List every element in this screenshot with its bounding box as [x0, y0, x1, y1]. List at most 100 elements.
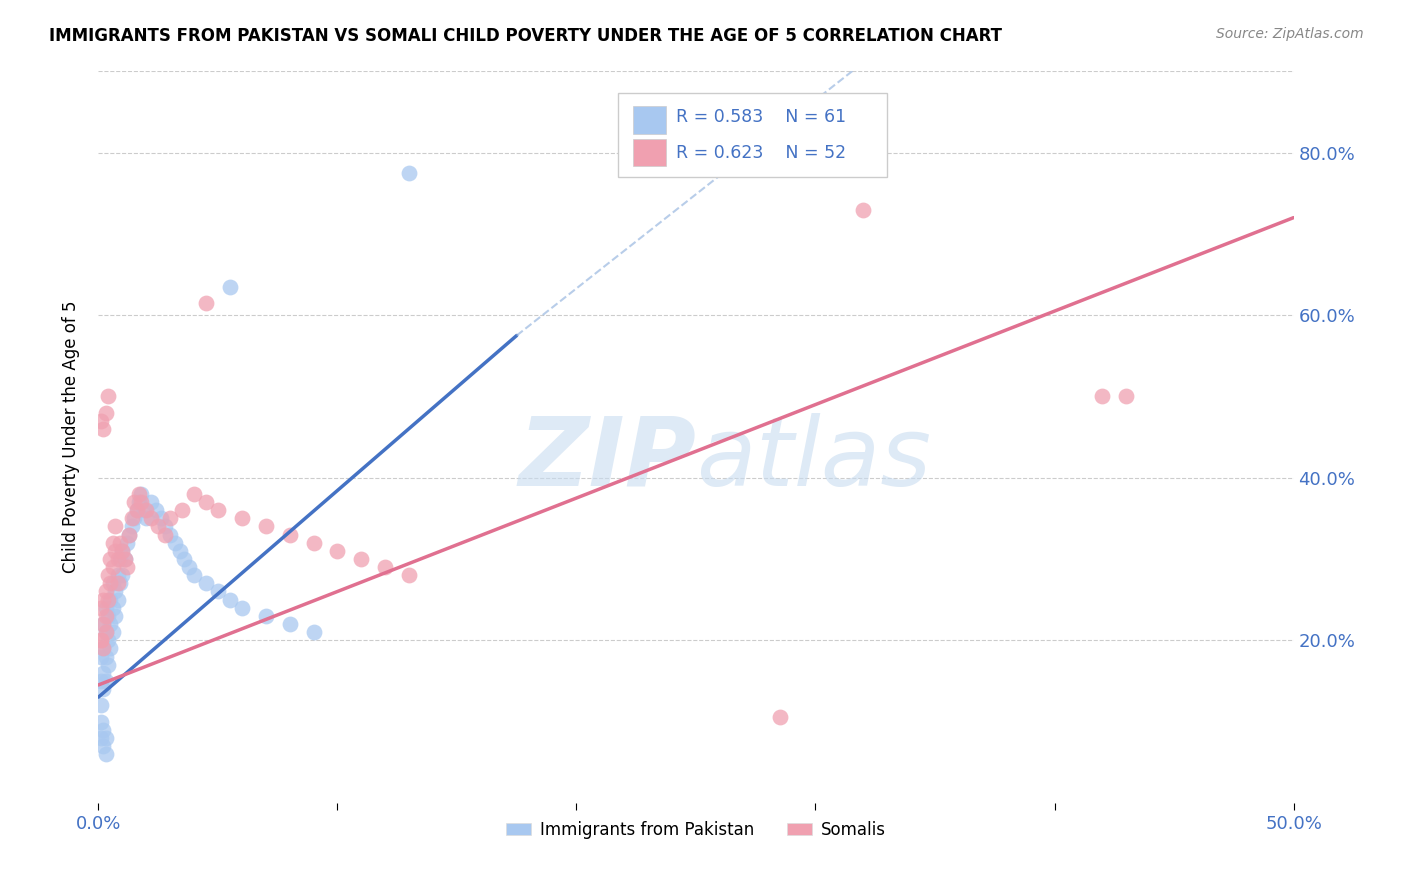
Point — [108, 576, 131, 591]
Point — [207, 503, 229, 517]
Point — [107, 552, 129, 566]
Point — [90, 633, 112, 648]
Point — [90, 633, 112, 648]
Point — [97, 608, 120, 623]
Point — [98, 552, 122, 566]
Point — [91, 422, 114, 436]
Point — [94, 649, 117, 664]
Point — [139, 495, 162, 509]
Point — [398, 568, 420, 582]
Point — [231, 511, 253, 525]
Point — [114, 552, 136, 566]
Point — [121, 519, 143, 533]
Point — [183, 568, 205, 582]
Point — [195, 576, 218, 591]
Point — [124, 511, 146, 525]
Point — [97, 657, 120, 672]
Point — [121, 511, 143, 525]
Point — [98, 617, 122, 632]
Text: R = 0.623    N = 52: R = 0.623 N = 52 — [676, 145, 846, 162]
Point — [94, 608, 117, 623]
Point — [90, 731, 112, 745]
Point — [94, 584, 117, 599]
Point — [104, 519, 127, 533]
Point — [118, 527, 141, 541]
Point — [97, 633, 120, 648]
Point — [107, 576, 129, 591]
Point — [179, 560, 201, 574]
Point — [131, 487, 153, 501]
Point — [104, 584, 127, 599]
Text: ZIP: ZIP — [517, 412, 696, 506]
Point — [107, 568, 129, 582]
Point — [278, 527, 301, 541]
Point — [155, 519, 177, 533]
Point — [101, 560, 124, 574]
Text: IMMIGRANTS FROM PAKISTAN VS SOMALI CHILD POVERTY UNDER THE AGE OF 5 CORRELATION : IMMIGRANTS FROM PAKISTAN VS SOMALI CHILD… — [49, 27, 1002, 45]
Point — [97, 389, 120, 403]
Point — [108, 535, 131, 549]
Point — [768, 710, 790, 724]
Point — [155, 527, 177, 541]
Point — [231, 600, 253, 615]
Point — [124, 495, 146, 509]
Point — [125, 503, 148, 517]
Text: atlas: atlas — [696, 412, 931, 506]
Legend: Immigrants from Pakistan, Somalis: Immigrants from Pakistan, Somalis — [499, 814, 893, 846]
Point — [139, 511, 162, 525]
FancyBboxPatch shape — [633, 106, 666, 134]
Point — [131, 495, 153, 509]
Point — [98, 592, 122, 607]
Point — [101, 576, 124, 591]
Point — [90, 649, 112, 664]
Point — [118, 527, 141, 541]
Point — [1115, 389, 1137, 403]
Point — [302, 625, 325, 640]
Point — [148, 519, 170, 533]
Point — [94, 673, 117, 688]
Point — [326, 544, 349, 558]
Point — [90, 414, 112, 428]
Point — [195, 296, 218, 310]
Text: R = 0.583    N = 61: R = 0.583 N = 61 — [676, 108, 846, 126]
Point — [90, 714, 112, 729]
Point — [111, 568, 134, 582]
Point — [163, 535, 186, 549]
Point — [173, 552, 195, 566]
Point — [135, 503, 157, 517]
Point — [94, 731, 117, 745]
Point — [1091, 389, 1114, 403]
Point — [135, 511, 157, 525]
Point — [94, 406, 117, 420]
Point — [97, 592, 120, 607]
Point — [101, 535, 124, 549]
Point — [111, 544, 134, 558]
Point — [91, 723, 114, 737]
Point — [114, 552, 136, 566]
Point — [104, 544, 127, 558]
Point — [94, 600, 117, 615]
Point — [207, 584, 229, 599]
Point — [169, 544, 191, 558]
Point — [149, 511, 172, 525]
Point — [195, 495, 218, 509]
Point — [145, 503, 167, 517]
Point — [172, 503, 194, 517]
Point — [125, 503, 148, 517]
Point — [90, 600, 112, 615]
Point — [91, 739, 114, 753]
Point — [159, 511, 181, 525]
Point — [278, 617, 301, 632]
Point — [132, 503, 155, 517]
Point — [94, 625, 117, 640]
Point — [254, 519, 277, 533]
FancyBboxPatch shape — [633, 138, 666, 167]
Point — [159, 527, 181, 541]
Point — [128, 495, 150, 509]
Point — [183, 487, 205, 501]
Point — [302, 535, 325, 549]
Point — [91, 641, 114, 656]
Point — [94, 625, 117, 640]
Point — [94, 747, 117, 761]
Point — [128, 487, 150, 501]
